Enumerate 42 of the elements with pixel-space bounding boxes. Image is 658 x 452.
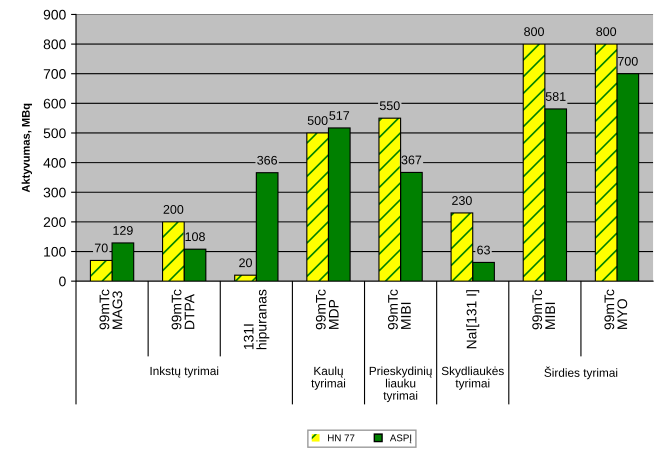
data-label: 230 [452, 196, 472, 205]
y-tick-label: 0 [59, 276, 66, 286]
y-tick-label: 800 [44, 39, 66, 50]
y-axis-title: Aktyvumas, MBq [22, 104, 32, 192]
x-tick-label: 99mTc MYO [604, 290, 628, 330]
x-tick-label: 131I hipuranas [244, 290, 270, 350]
x-tick-label: 99mTc MDP [316, 290, 339, 330]
data-label: 200 [164, 205, 184, 214]
y-tick-label: 600 [44, 98, 66, 109]
x-tick-label: 99mTc MIBI [388, 290, 411, 330]
text: Prieskydinių liauku tyrimai [370, 366, 432, 402]
text: Skydliaukės tyrimai [442, 366, 504, 390]
y-tick-label: 900 [44, 10, 66, 20]
data-label: 70 [94, 244, 108, 252]
data-label: 108 [186, 232, 205, 242]
legend-label: ASPĮ [390, 434, 412, 444]
x-tick-label: 99mTc MAG3 [99, 290, 122, 330]
data-label: 63 [477, 246, 490, 254]
x-tick-label: 99mTc MIBI [532, 290, 555, 330]
data-label: 129 [113, 226, 133, 235]
data-label: 550 [380, 101, 400, 110]
data-label: 700 [618, 56, 638, 66]
y-tick-label: 100 [44, 246, 66, 257]
data-label: 800 [596, 27, 616, 36]
data-label: 366 [257, 156, 278, 165]
y-tick-label: 500 [44, 128, 66, 138]
data-label: 581 [546, 92, 566, 101]
x-tick-label: NaI[131 I] [466, 290, 480, 348]
text: Širdies tyrimai [544, 366, 618, 380]
data-label: 517 [329, 111, 350, 120]
data-label: 367 [401, 156, 422, 164]
y-tick-label: 400 [43, 158, 66, 168]
text: Kaulų tyrimai [311, 366, 346, 390]
y-tick-label: 200 [44, 217, 66, 228]
text: Inkstų tyrimai [150, 366, 218, 378]
data-label: 800 [524, 27, 544, 36]
y-tick-label: 700 [44, 69, 66, 79]
y-tick-label: 300 [44, 188, 66, 198]
legend-label: HN 77 [328, 434, 354, 442]
x-tick-label: 99mTc DTPA [172, 290, 194, 330]
data-label: 500 [308, 116, 328, 125]
data-label: 20 [239, 258, 252, 268]
